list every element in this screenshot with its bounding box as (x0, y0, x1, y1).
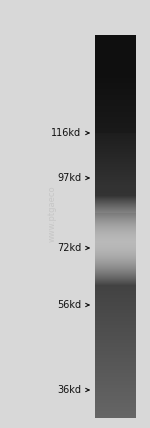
Text: 36kd: 36kd (57, 385, 81, 395)
Text: 116kd: 116kd (51, 128, 81, 138)
Text: www.ptgaeco: www.ptgaeco (48, 186, 57, 242)
Text: 72kd: 72kd (57, 243, 81, 253)
Text: 56kd: 56kd (57, 300, 81, 310)
Text: 97kd: 97kd (57, 173, 81, 183)
